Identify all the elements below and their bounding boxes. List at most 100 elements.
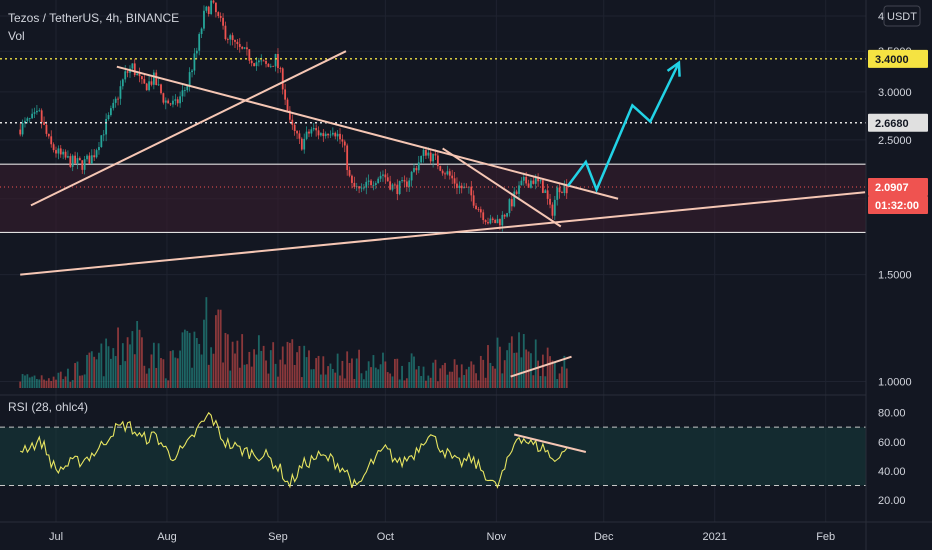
candle-body: [64, 151, 67, 158]
volume-bar: [136, 320, 139, 388]
volume-bar: [86, 354, 88, 388]
volume-bar: [95, 359, 98, 388]
currency-button[interactable]: [883, 5, 921, 27]
volume-bar: [382, 352, 384, 388]
volume-bar: [467, 366, 470, 388]
volume-bar: [403, 380, 406, 388]
candle-body: [472, 195, 475, 206]
candle-body: [451, 175, 454, 179]
candle-body: [284, 89, 287, 100]
candle-body: [181, 90, 184, 97]
candle-body: [272, 65, 275, 67]
candle-body: [241, 46, 244, 49]
volume-bar: [432, 362, 434, 388]
volume-bar: [308, 350, 310, 388]
candle-body: [324, 133, 327, 137]
volume-bar: [117, 327, 119, 388]
volume-bar: [157, 343, 160, 388]
volume-bar: [463, 375, 466, 388]
candle-body: [205, 6, 208, 11]
volume-bar: [343, 378, 346, 388]
volume-legend[interactable]: Vol: [8, 29, 25, 43]
candle-body: [143, 79, 146, 84]
candle-body: [415, 168, 418, 171]
volume-bar: [405, 378, 408, 388]
candle-body: [234, 40, 236, 42]
candle-body: [434, 153, 437, 156]
volume-bar: [425, 380, 427, 388]
volume-bar: [341, 360, 344, 388]
volume-bar: [109, 358, 112, 388]
candle-body: [262, 60, 265, 62]
volume-bar: [429, 377, 432, 388]
volume-bar: [475, 373, 477, 388]
candle-body: [124, 71, 127, 80]
candle-body: [553, 199, 556, 216]
volume-bar: [320, 374, 322, 388]
volume-bar: [331, 369, 334, 388]
volume-bar: [460, 364, 463, 388]
volume-bar: [88, 352, 91, 388]
candle-body: [19, 129, 22, 135]
volume-bar: [203, 319, 205, 388]
volume-bar: [561, 366, 563, 388]
volume-bar: [362, 379, 365, 388]
volume-bar: [265, 360, 267, 388]
candle-body: [456, 183, 458, 188]
candle-body: [351, 175, 353, 183]
volume-bar: [105, 338, 108, 388]
volume-bar: [33, 375, 36, 388]
candle-body: [31, 113, 34, 119]
volume-bar: [532, 375, 535, 388]
candle-body: [236, 41, 239, 45]
candle-body: [439, 166, 442, 171]
projection-path: [566, 62, 681, 193]
volume-bar: [40, 375, 43, 388]
candle-body: [88, 155, 91, 164]
candle-body: [549, 198, 551, 205]
candle-body: [119, 86, 122, 99]
rsi-legend[interactable]: RSI (28, ohlc4): [8, 400, 88, 414]
candle-body: [152, 72, 155, 85]
time-axis[interactable]: Jul Aug Sep Oct Nov Dec 2021 Feb: [49, 531, 835, 543]
candle-body: [499, 219, 501, 226]
time-tick-label: Nov: [487, 531, 507, 543]
candle-body: [394, 184, 396, 186]
volume-bar: [374, 367, 377, 388]
candle-body: [341, 139, 344, 142]
candle-body: [238, 44, 241, 47]
rsi-axis[interactable]: 20.00 40.00 60.00 80.00: [878, 408, 906, 508]
candle-body: [401, 180, 403, 182]
candle-body: [565, 184, 568, 194]
countdown-badge-label: 01:32:00: [875, 200, 919, 212]
symbol-legend[interactable]: Tezos / TetherUS, 4h, BINANCE: [8, 11, 179, 25]
volume-bar: [188, 332, 191, 388]
candle-body: [164, 100, 167, 103]
volume-bar: [215, 315, 217, 388]
candle-body: [45, 124, 48, 134]
price-level-badge-label: 3.4000: [875, 54, 909, 66]
price-level-badge-box: [868, 49, 928, 68]
volume-bar: [176, 358, 179, 388]
candle-body: [372, 185, 375, 186]
volume-trendline: [510, 355, 572, 378]
candle-body: [353, 182, 356, 187]
candle-body: [477, 209, 480, 210]
candle-body: [463, 186, 466, 189]
volume-bar: [64, 376, 67, 388]
volume-bar: [281, 346, 284, 388]
volume-bar: [141, 337, 143, 388]
projection-arrow-icon: [666, 60, 681, 77]
volume-bar: [315, 358, 318, 388]
candle-body: [50, 136, 53, 145]
candle-body: [210, 0, 213, 14]
volume-bar: [234, 353, 236, 388]
candle-body: [362, 187, 365, 189]
volume-bar: [372, 355, 375, 388]
candle-body: [260, 60, 263, 62]
volume-bar: [360, 373, 363, 388]
candle-body: [310, 129, 313, 134]
candle-body: [534, 178, 537, 184]
candle-body: [417, 162, 420, 171]
